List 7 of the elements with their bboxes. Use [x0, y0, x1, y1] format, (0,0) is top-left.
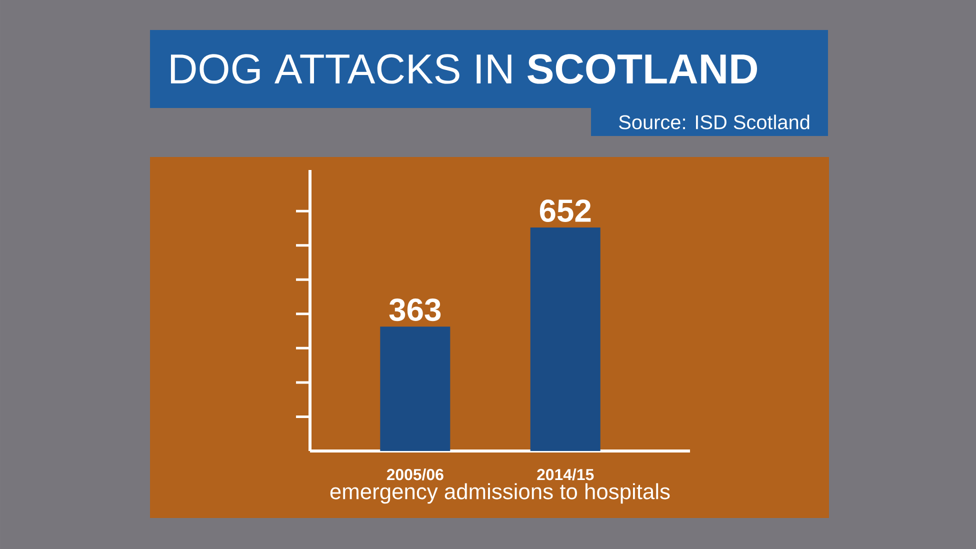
data-label: 363: [389, 298, 441, 322]
chart-title: DOG ATTACKS IN SCOTLAND: [170, 54, 758, 84]
source-note: Source: ISD Scotland: [619, 114, 810, 130]
x-axis-title: emergency admissions to hospitals: [330, 483, 670, 504]
x-tick-label: 2014/15: [537, 468, 594, 480]
x-tick-label: 2005/06: [386, 468, 444, 480]
data-label: 652: [540, 199, 591, 222]
